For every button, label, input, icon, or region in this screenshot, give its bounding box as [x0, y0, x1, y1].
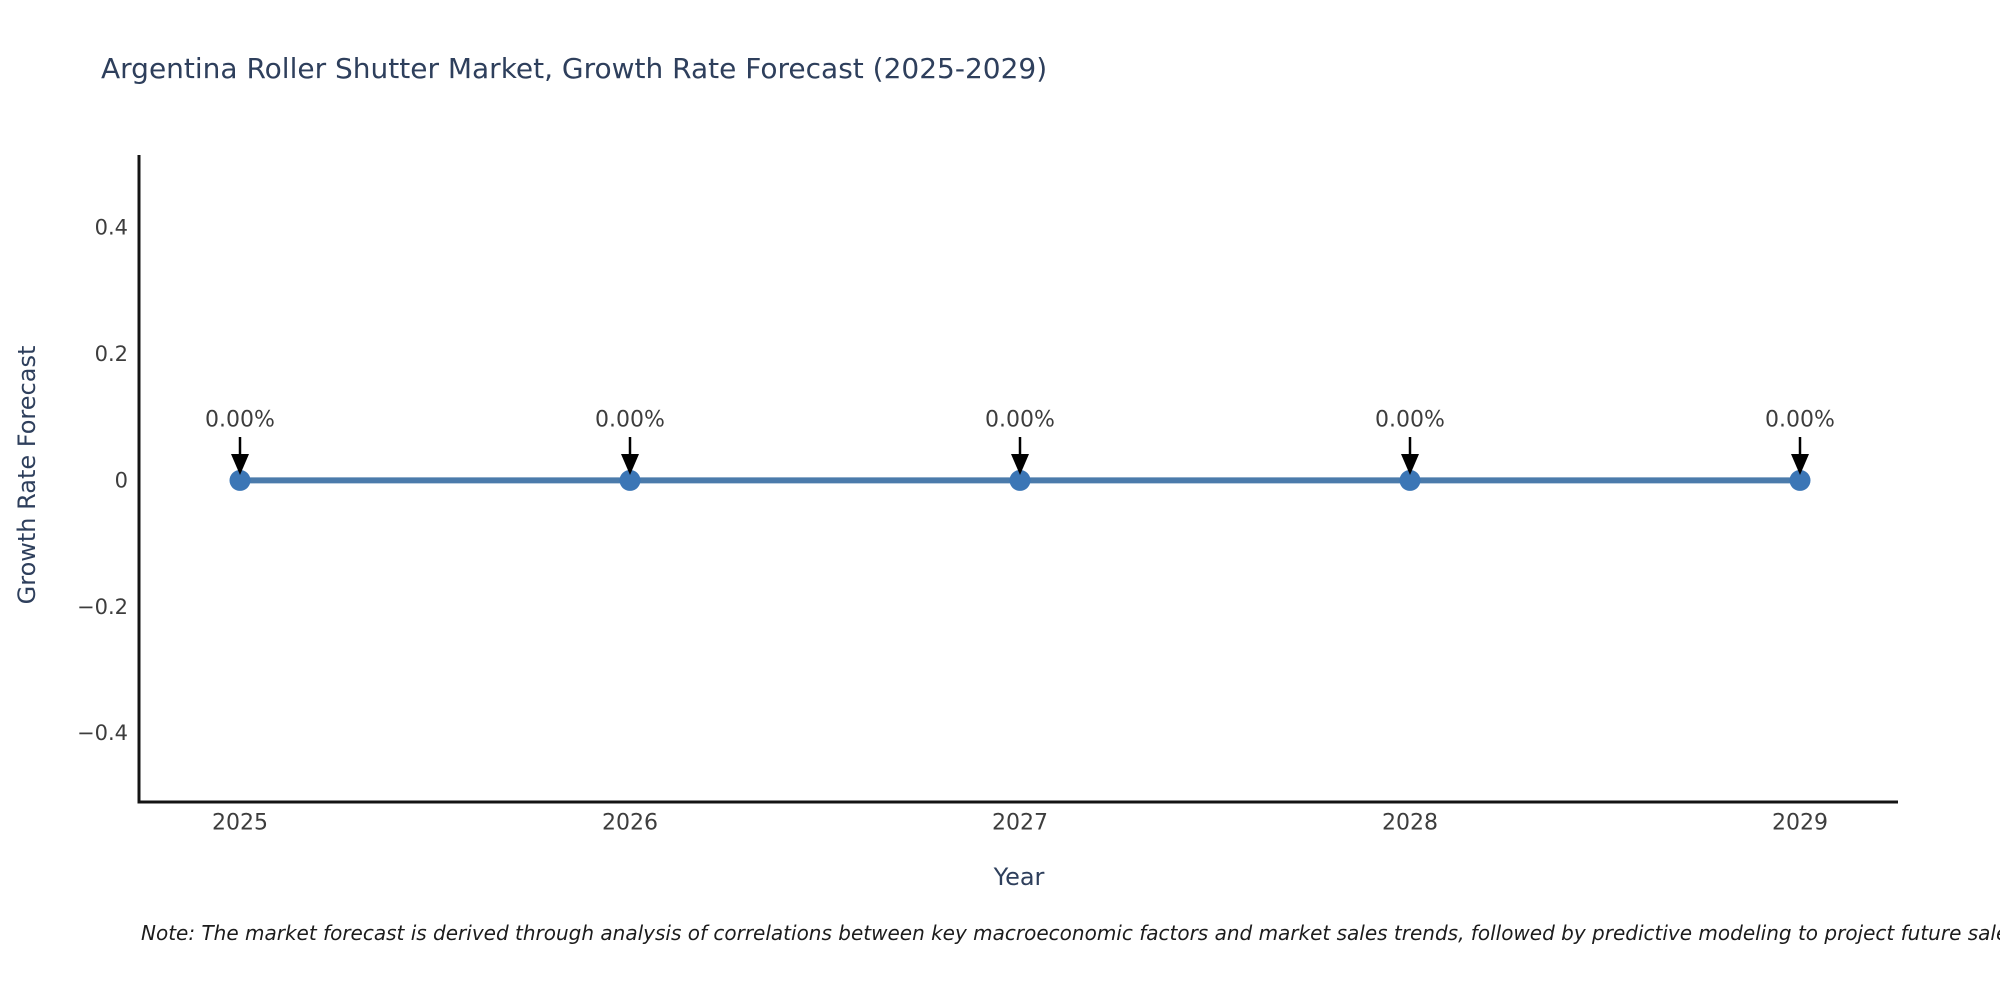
y-tick-label: −0.4 [77, 721, 128, 745]
y-tick-label: 0.4 [95, 216, 128, 240]
data-point-marker [619, 469, 641, 491]
annotation-label: 0.00% [205, 408, 275, 433]
y-tick-label: 0.2 [95, 342, 128, 366]
annotation-label: 0.00% [595, 408, 665, 433]
x-tick-label: 2026 [602, 811, 658, 836]
data-point-marker [229, 469, 251, 491]
y-tick-label: 0 [115, 468, 128, 492]
annotation-arrow-head [1401, 454, 1419, 475]
x-axis-title: Year [993, 863, 1045, 891]
x-tick-label: 2027 [992, 811, 1048, 836]
annotation-label: 0.00% [1375, 408, 1445, 433]
data-point-marker [1399, 469, 1421, 491]
x-tick-label: 2028 [1382, 811, 1438, 836]
x-tick-label: 2025 [212, 811, 268, 836]
annotation-arrow-head [621, 454, 639, 475]
chart-title: Argentina Roller Shutter Market, Growth … [101, 52, 1048, 85]
data-point-marker [1789, 469, 1811, 491]
annotation-arrow-head [1011, 454, 1029, 475]
annotation-arrow-head [231, 454, 249, 475]
footnote: Note: The market forecast is derived thr… [141, 921, 2000, 945]
annotation-arrow-head [1791, 454, 1809, 475]
y-tick-label: −0.2 [77, 595, 128, 619]
annotation-label: 0.00% [985, 408, 1055, 433]
annotation-label: 0.00% [1765, 408, 1835, 433]
x-tick-label: 2029 [1772, 811, 1828, 836]
data-point-marker [1009, 469, 1031, 491]
